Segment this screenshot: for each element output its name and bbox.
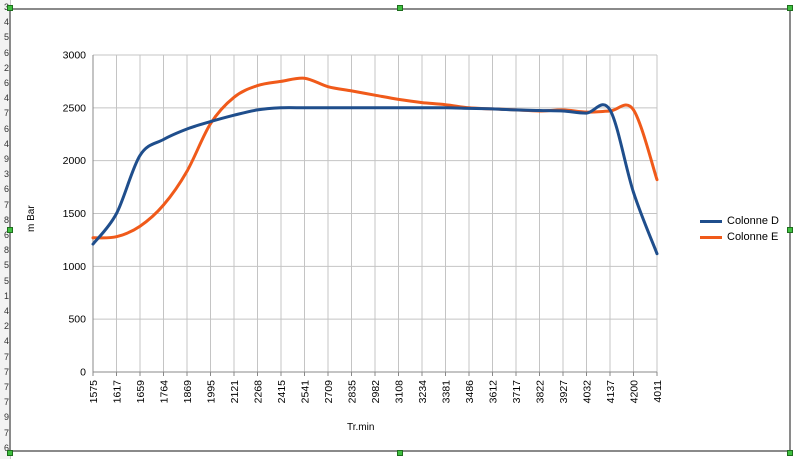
y-tick-label: 1500: [63, 208, 87, 220]
x-tick-label: 3927: [558, 380, 570, 404]
row-number: 9: [3, 154, 9, 164]
y-tick-label: 0: [80, 367, 86, 379]
x-tick-label: 2268: [253, 380, 265, 404]
resize-handle-bottom-center[interactable]: [397, 450, 403, 456]
x-tick-label: 4137: [605, 380, 617, 404]
x-axis-label: Tr.min: [347, 422, 375, 433]
x-tick-label: 1659: [135, 380, 147, 404]
x-tick-label: 3234: [417, 380, 429, 404]
row-number: 7: [3, 382, 9, 392]
x-tick-label: 3822: [535, 380, 547, 404]
row-number: 1: [3, 290, 9, 301]
x-tick-label: 2541: [300, 380, 312, 404]
y-axis-label: m Bar: [26, 205, 37, 232]
row-number: 6: [3, 123, 9, 134]
y-tick-label: 500: [68, 314, 86, 326]
x-tick-label: 4200: [629, 380, 641, 404]
x-tick-label: 4032: [582, 380, 594, 404]
x-tick-label: 1764: [159, 380, 171, 404]
x-tick-label: 2982: [370, 380, 382, 404]
row-number: 8: [3, 245, 9, 256]
y-tick-label: 2000: [63, 155, 87, 167]
legend-label-colonne-d: Colonne D: [727, 215, 779, 227]
row-number: 9: [3, 412, 9, 423]
x-tick-label: 1995: [206, 380, 218, 404]
resize-handle-top-left[interactable]: [7, 5, 13, 11]
resize-handle-bottom-right[interactable]: [787, 450, 793, 456]
row-number: 2: [3, 62, 9, 73]
x-tick-label: 2835: [347, 380, 359, 404]
x-tick-label: 2709: [323, 380, 335, 404]
row-number: 2: [3, 321, 9, 332]
legend-swatch-colonne-e: [700, 235, 722, 239]
row-number: 7: [3, 366, 9, 377]
x-tick-label: 1575: [88, 380, 100, 404]
row-number: 5: [3, 275, 9, 286]
x-tick-label: 3717: [511, 380, 523, 404]
row-number: 7: [3, 397, 9, 408]
series-line-colonne-d: [91, 103, 659, 256]
row-number: 4: [3, 306, 9, 316]
x-tick-label: 2121: [229, 380, 241, 404]
legend-item-colonne-e: Colonne E: [700, 229, 779, 245]
x-tick-label: 4011: [652, 380, 664, 403]
row-number: 6: [3, 184, 9, 195]
x-tick-label: 3486: [464, 380, 476, 404]
legend-swatch-colonne-d: [700, 219, 722, 223]
x-tick-label: 3381: [441, 380, 453, 404]
row-number: 4: [3, 336, 9, 347]
resize-handle-bottom-left[interactable]: [7, 450, 13, 456]
row-number: 8: [3, 214, 9, 225]
resize-handle-top-right[interactable]: [787, 5, 793, 11]
y-tick-label: 2500: [63, 102, 87, 114]
legend-item-colonne-d: Colonne D: [700, 213, 779, 229]
row-number: 7: [3, 199, 9, 210]
row-number: 4: [3, 93, 9, 104]
row-number: 7: [3, 427, 9, 438]
x-tick-label: 3108: [394, 380, 406, 404]
row-number: 6: [3, 230, 9, 240]
row-number: 5: [3, 32, 9, 43]
x-tick-label: 1869: [182, 380, 194, 404]
row-number: 3: [0, 2, 9, 12]
row-number: 4: [3, 17, 9, 28]
resize-handle-top-center[interactable]: [397, 5, 403, 11]
row-number: 6: [3, 442, 9, 453]
x-tick-label: 3612: [488, 380, 500, 404]
chart-legend: Colonne D Colonne E: [700, 213, 779, 245]
row-number: 3: [3, 169, 9, 180]
row-number: 6: [3, 47, 9, 58]
y-tick-label: 3000: [63, 50, 87, 62]
row-number: 6: [3, 78, 9, 88]
row-number: 5: [3, 260, 9, 271]
x-tick-label: 1617: [112, 380, 124, 404]
row-number: 7: [3, 108, 9, 119]
y-tick-label: 1000: [63, 261, 87, 273]
legend-label-colonne-e: Colonne E: [727, 231, 779, 243]
row-number: 4: [3, 138, 9, 149]
resize-handle-middle-left[interactable]: [7, 227, 13, 233]
resize-handle-middle-right[interactable]: [787, 227, 793, 233]
x-tick-label: 2415: [276, 380, 288, 404]
row-number: 7: [3, 351, 9, 362]
